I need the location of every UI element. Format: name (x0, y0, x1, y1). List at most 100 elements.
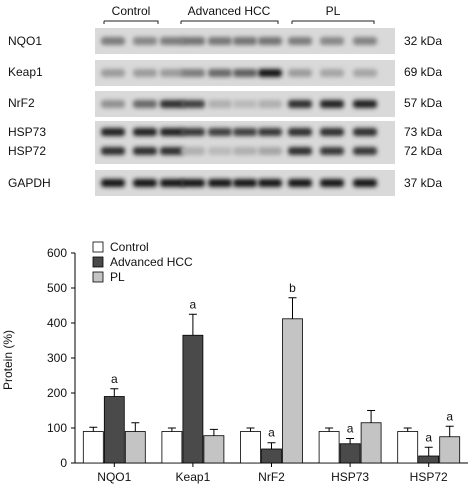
blot-kda-label-hsp72: 72 kDa (404, 144, 442, 158)
blot-band-gapdh (101, 179, 125, 187)
error-bar-advanced-hcc-keap1 (188, 313, 197, 336)
legend-swatch-pl (92, 271, 104, 283)
significance-label-hsp72-pl: a (446, 409, 453, 423)
legend-label-advanced-hcc: Advanced HCC (110, 255, 193, 269)
x-tick-label-nrf2: NrF2 (258, 470, 285, 484)
blot-band-nrf2 (208, 100, 232, 108)
blot-band-hsp72 (208, 147, 232, 155)
blot-row-label-hsp72: HSP72 (8, 144, 46, 158)
blot-band-keap1 (258, 69, 282, 77)
blot-group-label-control: Control (112, 4, 151, 18)
blot-kda-label-keap1: 69 kDa (404, 65, 442, 79)
blot-band-hsp73 (288, 128, 312, 136)
blot-band-gapdh (320, 179, 344, 187)
blot-band-nrf2 (288, 100, 312, 108)
blot-band-nqo1 (160, 37, 184, 45)
blot-band-hsp72 (101, 147, 125, 155)
blot-group-bracket-advanced-hcc (180, 20, 279, 24)
error-bar-pl-keap1 (209, 428, 218, 436)
blot-band-nqo1 (181, 37, 205, 45)
error-bar-pl-nrf2 (288, 297, 297, 319)
blot-band-hsp72 (181, 147, 205, 155)
legend-label-pl: PL (110, 270, 125, 284)
bar-control-keap1 (161, 431, 183, 464)
blot-band-keap1 (320, 69, 344, 77)
y-tick-label: 600 (47, 246, 67, 260)
blot-kda-label-gapdh: 37 kDa (404, 176, 442, 190)
blot-group-label-pl: PL (326, 4, 341, 18)
blot-band-hsp73 (233, 128, 257, 136)
blot-band-hsp73 (160, 128, 184, 136)
bar-control-hsp72 (397, 431, 419, 464)
blot-band-hsp72 (258, 147, 282, 155)
blot-band-nrf2 (181, 100, 205, 108)
blot-kda-label-nqo1: 32 kDa (404, 34, 442, 48)
blot-band-gapdh (133, 179, 157, 187)
x-tick-label-nqo1: NQO1 (97, 470, 131, 484)
blot-band-keap1 (233, 69, 257, 77)
y-tick-label: 400 (47, 316, 67, 330)
legend-swatch-control (92, 241, 104, 253)
blot-band-keap1 (101, 69, 125, 77)
blot-band-keap1 (181, 69, 205, 77)
blot-kda-label-nrf2: 57 kDa (404, 96, 442, 110)
bar-advanced-hcc-hsp72 (418, 455, 440, 464)
bar-advanced-hcc-nqo1 (103, 396, 125, 464)
blot-row-label-keap1: Keap1 (8, 65, 43, 79)
blot-band-nqo1 (320, 37, 344, 45)
significance-label-keap1-advanced-hcc: a (190, 297, 197, 311)
error-bar-pl-hsp73 (367, 410, 376, 423)
bar-advanced-hcc-hsp73 (339, 443, 361, 464)
x-tick-label-hsp73: HSP73 (331, 470, 369, 484)
blot-band-keap1 (208, 69, 232, 77)
significance-label-nqo1-advanced-hcc: a (111, 372, 118, 386)
blot-band-nrf2 (133, 100, 157, 108)
bar-pl-nqo1 (124, 431, 146, 464)
blot-band-keap1 (353, 69, 377, 77)
blot-band-nrf2 (233, 100, 257, 108)
blot-band-hsp73 (258, 128, 282, 136)
blot-band-keap1 (133, 69, 157, 77)
blot-band-keap1 (160, 69, 184, 77)
blot-band-hsp72 (353, 147, 377, 155)
blot-band-hsp73 (133, 128, 157, 136)
bar-control-hsp73 (318, 431, 340, 464)
blot-band-gapdh (258, 179, 282, 187)
error-bar-advanced-hcc-hsp72 (424, 446, 433, 456)
bar-control-nqo1 (82, 431, 104, 464)
bar-pl-keap1 (203, 435, 225, 464)
significance-label-hsp73-advanced-hcc: a (347, 422, 354, 436)
x-tick-label-keap1: Keap1 (176, 470, 211, 484)
error-bar-advanced-hcc-nqo1 (110, 388, 119, 397)
bar-pl-hsp73 (360, 422, 382, 464)
blot-band-nqo1 (133, 37, 157, 45)
y-axis-label: Protein (%) (1, 330, 15, 390)
blot-band-gapdh (288, 179, 312, 187)
blot-band-nrf2 (353, 100, 377, 108)
blot-band-nqo1 (208, 37, 232, 45)
bar-advanced-hcc-nrf2 (261, 448, 282, 464)
error-bar-control-hsp73 (325, 427, 334, 432)
y-tick-label: 0 (60, 456, 67, 470)
bar-control-nrf2 (240, 431, 261, 464)
blot-band-nrf2 (258, 100, 282, 108)
blot-band-hsp72 (160, 147, 184, 155)
error-bar-advanced-hcc-nrf2 (267, 442, 276, 449)
blot-band-nrf2 (160, 100, 184, 108)
significance-label-hsp72-advanced-hcc: a (425, 430, 432, 444)
error-bar-pl-hsp72 (445, 425, 454, 437)
blot-row-label-nrf2: NrF2 (8, 96, 35, 110)
y-tick-label: 500 (47, 281, 67, 295)
significance-label-nrf2-pl: b (289, 281, 296, 295)
blot-band-gapdh (233, 179, 257, 187)
blot-band-hsp73 (320, 128, 344, 136)
blot-band-nrf2 (101, 100, 125, 108)
blot-kda-label-hsp73: 73 kDa (404, 125, 442, 139)
blot-group-label-advanced-hcc: Advanced HCC (188, 4, 271, 18)
blot-band-hsp73 (353, 128, 377, 136)
blot-band-hsp73 (181, 128, 205, 136)
protein-bar-chart: 0 100 200 300 400 500 600 NQO1 Keap1 NrF2 HSP73 HSP… (1, 240, 468, 484)
bar-pl-nrf2 (282, 318, 303, 464)
error-bar-control-nqo1 (89, 426, 98, 432)
blot-band-gapdh (208, 179, 232, 187)
